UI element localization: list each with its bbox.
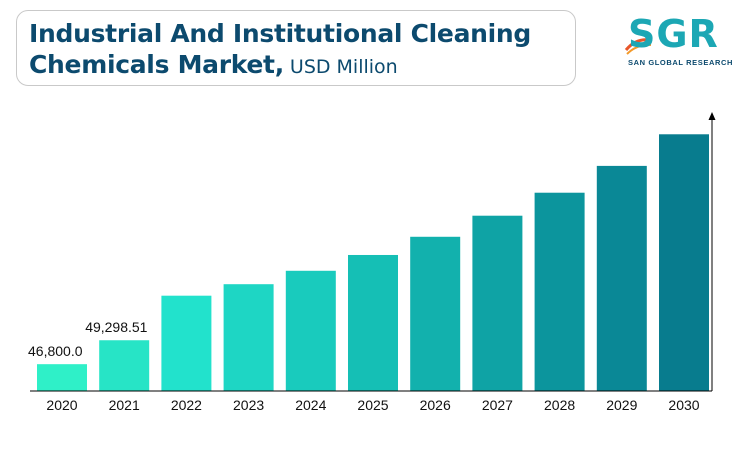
x-tick-label: 2023 (233, 397, 264, 413)
logo-mark: SGR (628, 12, 719, 56)
x-tick-label: 2021 (109, 397, 140, 413)
x-tick-label: 2027 (482, 397, 513, 413)
bar-2026 (410, 236, 461, 391)
bar-2021 (99, 340, 150, 391)
data-label-2020: 46,800.0 (28, 343, 83, 359)
bar-2029 (596, 165, 647, 391)
chart-title-line-1: Industrial And Institutional Cleaning (29, 19, 531, 48)
bar-2022 (161, 295, 212, 391)
y-axis-arrow-icon (708, 112, 716, 120)
x-tick-label: 2024 (295, 397, 326, 413)
chart-title-unit: USD Million (289, 56, 398, 78)
x-tick-label: 2030 (668, 397, 699, 413)
x-tick-label: 2028 (544, 397, 575, 413)
company-logo: SGR SAN GLOBAL RESEARCH (618, 12, 734, 72)
bar-2028 (534, 192, 585, 391)
x-tick-label: 2022 (171, 397, 202, 413)
title-box: Industrial And Institutional Cleaning Ch… (16, 10, 576, 86)
x-tick-label: 2025 (357, 397, 388, 413)
data-label-group: 46,800.049,298.51 (28, 319, 148, 359)
logo-swoosh-icon (624, 38, 652, 55)
x-tick-label-group: 2020 2021 2022 2023 2024 2025 2026 2027 2028 2029… (46, 397, 699, 413)
bar-2025 (348, 254, 398, 391)
chart-title-market: Chemicals Market, (29, 50, 284, 79)
x-tick-label: 2020 (46, 397, 77, 413)
x-tick-label: 2029 (606, 397, 637, 413)
x-tick-label: 2026 (420, 397, 451, 413)
bar-2027 (472, 215, 523, 391)
bar-2023 (223, 284, 274, 391)
bar-2030 (659, 134, 709, 391)
bar-group (37, 134, 709, 391)
data-label-2021: 49,298.51 (85, 319, 147, 335)
bar-2020 (37, 364, 87, 391)
chart-title-line-2: Chemicals Market, USD Million (29, 49, 575, 83)
bar-2024 (285, 270, 336, 391)
logo-tagline: SAN GLOBAL RESEARCH (628, 58, 734, 67)
